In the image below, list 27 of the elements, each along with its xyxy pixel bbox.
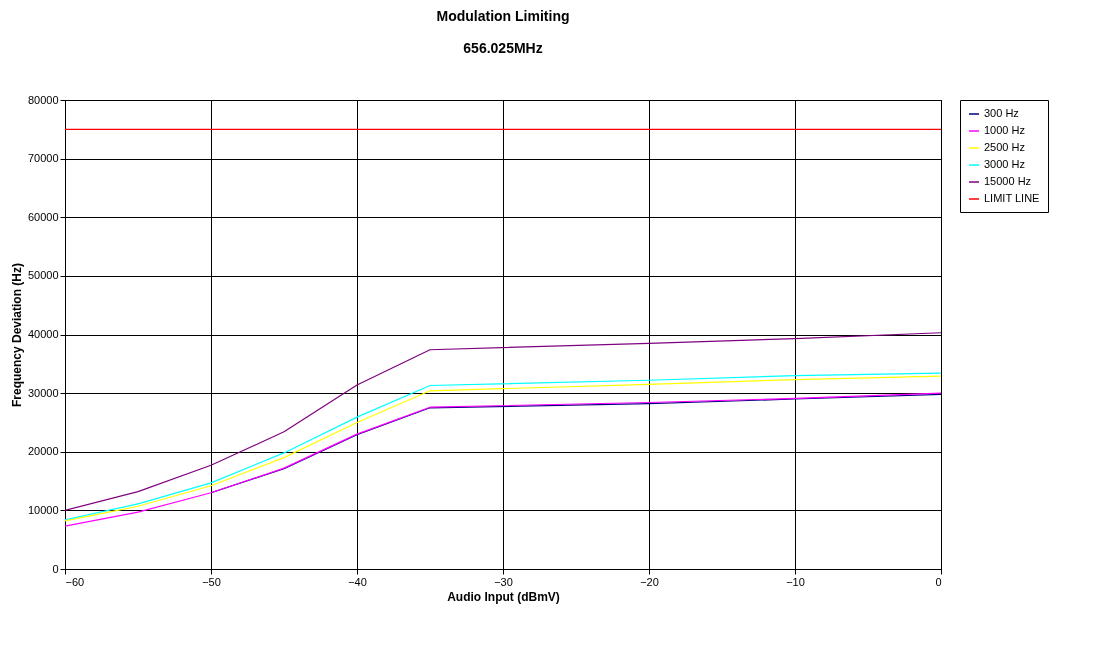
legend-label: 15000 Hz <box>984 175 1032 187</box>
y-tick-label: 50000 <box>27 269 59 282</box>
y-tick-label: 10000 <box>27 503 59 516</box>
y-tick-label: 60000 <box>27 210 59 223</box>
y-tick-label: 80000 <box>27 93 59 106</box>
legend-label: 3000 Hz <box>984 158 1025 170</box>
y-tick-label: 30000 <box>27 386 59 399</box>
x-tick-label: 0 <box>935 575 942 588</box>
chart-subtitle: 656.025MHz <box>463 40 543 56</box>
y-tick-label: 0 <box>52 562 59 575</box>
legend-label: 300 Hz <box>984 107 1019 119</box>
x-tick-label: −30 <box>494 575 513 588</box>
y-tick-label: 20000 <box>27 445 59 458</box>
y-tick-label: 40000 <box>27 328 59 340</box>
x-axis-title: Audio Input (dBmV) <box>447 589 560 604</box>
y-axis-title: Frequency Deviation (Hz) <box>9 262 24 408</box>
x-tick-label: −40 <box>348 575 367 588</box>
legend-label: LIMIT LINE <box>984 192 1040 204</box>
x-tick-label: −10 <box>786 575 805 588</box>
x-tick-label: −60 <box>65 575 85 588</box>
y-tick-label: 70000 <box>27 152 59 165</box>
x-tick-label: −20 <box>640 575 659 588</box>
legend-label: 2500 Hz <box>984 141 1025 153</box>
chart-title: Modulation Limiting <box>436 8 570 24</box>
legend-label: 1000 Hz <box>984 124 1025 136</box>
x-tick-label: −50 <box>202 575 221 588</box>
line-series <box>64 332 942 511</box>
